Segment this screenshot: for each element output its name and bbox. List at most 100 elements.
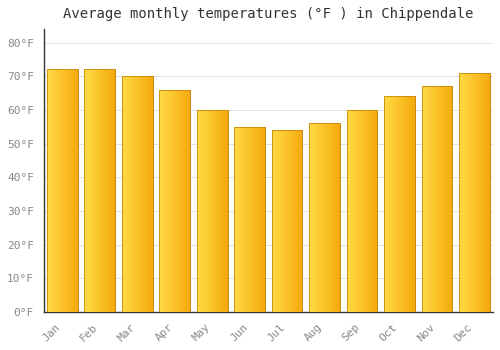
Bar	[324, 123, 326, 312]
Bar	[245, 127, 246, 312]
Bar	[258, 127, 259, 312]
Bar	[366, 110, 368, 312]
Bar	[178, 90, 180, 312]
Bar	[446, 86, 448, 312]
Bar	[272, 130, 302, 312]
Bar	[187, 90, 188, 312]
Bar	[236, 127, 238, 312]
Bar	[316, 123, 317, 312]
Bar	[459, 73, 460, 312]
Bar	[442, 86, 443, 312]
Bar	[56, 69, 58, 312]
Bar	[172, 90, 173, 312]
Bar	[346, 110, 348, 312]
Bar	[459, 73, 490, 312]
Bar	[53, 69, 54, 312]
Bar	[359, 110, 360, 312]
Bar	[488, 73, 490, 312]
Bar	[401, 96, 402, 312]
Bar	[394, 96, 395, 312]
Bar	[479, 73, 480, 312]
Bar	[412, 96, 414, 312]
Bar	[251, 127, 252, 312]
Bar	[424, 86, 426, 312]
Bar	[146, 76, 148, 312]
Bar	[242, 127, 244, 312]
Bar	[465, 73, 466, 312]
Bar	[309, 123, 310, 312]
Bar	[386, 96, 387, 312]
Bar	[128, 76, 130, 312]
Bar	[208, 110, 209, 312]
Bar	[76, 69, 78, 312]
Bar	[122, 76, 152, 312]
Bar	[374, 110, 376, 312]
Bar	[84, 69, 115, 312]
Bar	[275, 130, 276, 312]
Bar	[114, 69, 115, 312]
Bar	[62, 69, 64, 312]
Bar	[290, 130, 292, 312]
Bar	[112, 69, 114, 312]
Bar	[468, 73, 469, 312]
Bar	[390, 96, 392, 312]
Bar	[392, 96, 394, 312]
Bar	[210, 110, 212, 312]
Bar	[288, 130, 290, 312]
Bar	[387, 96, 388, 312]
Bar	[372, 110, 374, 312]
Bar	[486, 73, 488, 312]
Bar	[356, 110, 358, 312]
Bar	[472, 73, 473, 312]
Bar	[98, 69, 100, 312]
Bar	[282, 130, 284, 312]
Bar	[300, 130, 301, 312]
Bar	[176, 90, 178, 312]
Bar	[104, 69, 106, 312]
Bar	[160, 90, 190, 312]
Bar	[400, 96, 401, 312]
Bar	[109, 69, 110, 312]
Bar	[259, 127, 260, 312]
Bar	[322, 123, 323, 312]
Bar	[448, 86, 449, 312]
Bar	[398, 96, 400, 312]
Bar	[473, 73, 474, 312]
Bar	[239, 127, 240, 312]
Bar	[174, 90, 176, 312]
Bar	[474, 73, 476, 312]
Bar	[47, 69, 48, 312]
Bar	[438, 86, 440, 312]
Bar	[106, 69, 108, 312]
Bar	[223, 110, 224, 312]
Bar	[264, 127, 265, 312]
Bar	[326, 123, 328, 312]
Bar	[410, 96, 412, 312]
Bar	[140, 76, 142, 312]
Bar	[182, 90, 184, 312]
Bar	[170, 90, 172, 312]
Bar	[274, 130, 275, 312]
Bar	[234, 127, 265, 312]
Bar	[402, 96, 404, 312]
Bar	[364, 110, 365, 312]
Bar	[295, 130, 296, 312]
Bar	[97, 69, 98, 312]
Bar	[92, 69, 94, 312]
Bar	[254, 127, 256, 312]
Bar	[296, 130, 298, 312]
Bar	[272, 130, 302, 312]
Bar	[346, 110, 378, 312]
Bar	[100, 69, 102, 312]
Bar	[168, 90, 170, 312]
Bar	[54, 69, 56, 312]
Bar	[103, 69, 104, 312]
Bar	[151, 76, 152, 312]
Bar	[334, 123, 336, 312]
Bar	[429, 86, 430, 312]
Bar	[281, 130, 282, 312]
Bar	[220, 110, 222, 312]
Bar	[332, 123, 334, 312]
Bar	[426, 86, 428, 312]
Bar	[246, 127, 248, 312]
